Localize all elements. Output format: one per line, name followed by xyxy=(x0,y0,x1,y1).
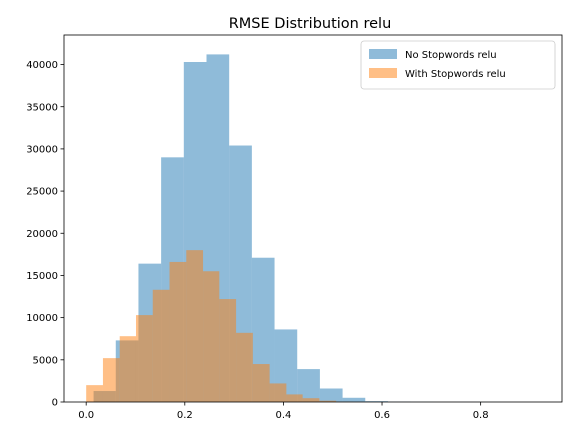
y-tick-label: 5000 xyxy=(33,355,58,366)
histogram-bar xyxy=(320,389,343,403)
y-tick-label: 35000 xyxy=(26,102,58,113)
y-tick-label: 20000 xyxy=(26,229,58,240)
x-tick-label: 0.2 xyxy=(177,410,193,421)
histogram-bar xyxy=(286,394,302,402)
histogram-bar xyxy=(103,358,120,402)
y-tick-label: 15000 xyxy=(26,271,58,282)
histogram-bar xyxy=(86,385,103,402)
x-tick-label: 0.4 xyxy=(275,410,291,421)
histogram-bar xyxy=(219,299,236,402)
x-tick-label: 0.0 xyxy=(78,410,94,421)
histogram-bar xyxy=(170,262,187,402)
histogram-bar xyxy=(186,250,203,402)
legend-swatch xyxy=(369,68,397,78)
chart-title: RMSE Distribution relu xyxy=(229,16,392,32)
legend-swatch xyxy=(369,49,397,59)
y-tick-label: 25000 xyxy=(26,187,58,198)
histogram-bar xyxy=(120,336,136,402)
histogram-bar xyxy=(236,333,253,402)
histogram-bar xyxy=(153,290,170,402)
legend-label: No Stopwords relu xyxy=(405,50,497,61)
histogram-bar xyxy=(270,383,287,402)
histogram-bar xyxy=(136,315,153,402)
legend: No Stopwords relu With Stopwords relu xyxy=(361,41,555,89)
legend-label: With Stopwords relu xyxy=(405,69,506,80)
x-tick-label: 0.6 xyxy=(374,410,390,421)
histogram-bar xyxy=(253,364,270,402)
y-tick-label: 0 xyxy=(52,398,58,409)
histogram-bar xyxy=(303,398,320,402)
y-tick-label: 40000 xyxy=(26,60,58,71)
y-tick-label: 30000 xyxy=(26,144,58,155)
histogram-bar xyxy=(343,398,366,402)
x-tick-label: 0.8 xyxy=(473,410,489,421)
histogram-bar xyxy=(203,271,219,402)
y-tick-label: 10000 xyxy=(26,313,58,324)
legend-frame xyxy=(361,41,555,89)
